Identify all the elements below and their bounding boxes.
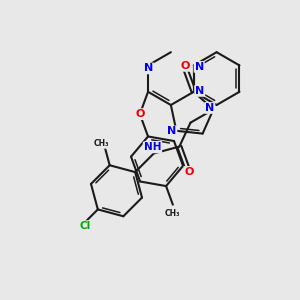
Text: CH₃: CH₃ xyxy=(94,139,109,148)
Text: O: O xyxy=(184,167,194,177)
Text: NH: NH xyxy=(145,142,161,152)
Text: NH: NH xyxy=(144,142,161,152)
Text: N: N xyxy=(167,126,176,136)
Text: N: N xyxy=(194,62,204,72)
Text: O: O xyxy=(135,109,145,119)
Text: N: N xyxy=(144,63,153,74)
Text: CH₃: CH₃ xyxy=(165,209,181,218)
Text: N: N xyxy=(195,86,204,96)
Text: Cl: Cl xyxy=(79,221,90,231)
Text: O: O xyxy=(181,61,190,71)
Text: N: N xyxy=(205,103,214,113)
